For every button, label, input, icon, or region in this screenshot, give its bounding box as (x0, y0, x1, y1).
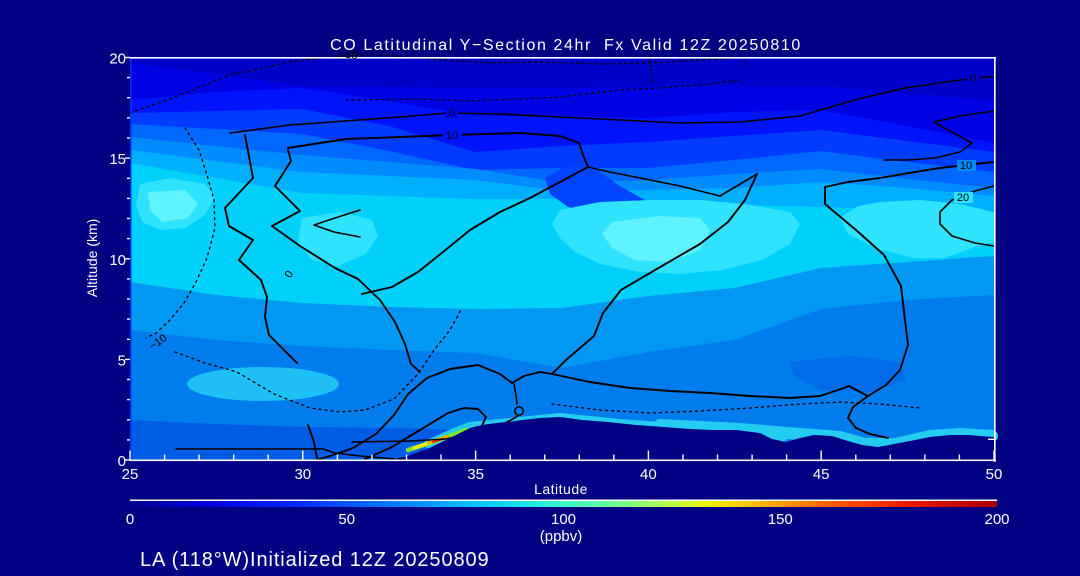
svg-text:0: 0 (283, 269, 296, 280)
svg-text:45: 45 (813, 466, 830, 483)
svg-text:10: 10 (109, 252, 126, 269)
svg-text:0: 0 (126, 511, 134, 528)
svg-text:40: 40 (640, 466, 657, 483)
svg-text:0: 0 (970, 72, 976, 84)
svg-text:15: 15 (109, 151, 126, 168)
svg-text:Altitude (km): Altitude (km) (84, 219, 100, 298)
svg-text:CO Latitudinal Y−Section 24hr: CO Latitudinal Y−Section 24hr Fx Valid 1… (330, 37, 802, 54)
svg-text:50: 50 (338, 511, 355, 528)
svg-text:5: 5 (118, 352, 126, 369)
svg-text:Latitude: Latitude (534, 481, 588, 497)
svg-text:200: 200 (984, 511, 1009, 528)
svg-text:(ppbv): (ppbv) (540, 528, 583, 545)
svg-text:0: 0 (118, 453, 126, 470)
svg-text:25: 25 (122, 466, 139, 483)
svg-text:10: 10 (960, 160, 972, 172)
svg-text:50: 50 (986, 466, 1003, 483)
svg-text:35: 35 (467, 466, 484, 483)
svg-text:20: 20 (957, 192, 969, 204)
svg-text:0: 0 (449, 107, 455, 119)
svg-text:−10: −10 (338, 48, 358, 62)
svg-text:20: 20 (109, 51, 126, 68)
svg-text:30: 30 (294, 466, 311, 483)
svg-text:LA (118°W)Initialized 12Z 2025: LA (118°W)Initialized 12Z 20250809 (140, 549, 490, 571)
svg-text:10: 10 (446, 130, 458, 142)
svg-text:150: 150 (768, 511, 793, 528)
svg-text:100: 100 (551, 511, 576, 528)
